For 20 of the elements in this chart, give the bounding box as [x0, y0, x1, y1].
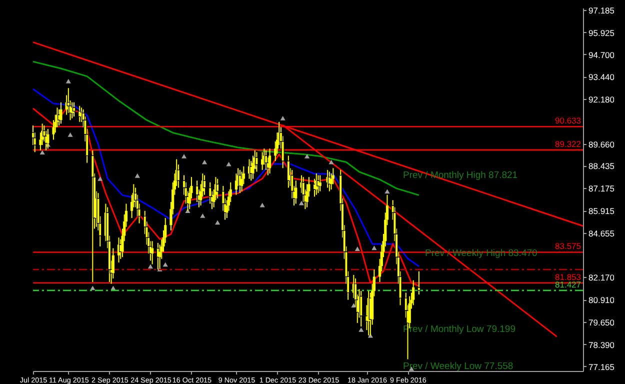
- y-tick-label: 95.925: [588, 28, 615, 38]
- y-tick-label: 82.170: [588, 272, 615, 283]
- y-tick-label: 79.650: [588, 318, 615, 328]
- ref-line-label: 90.633: [555, 116, 582, 126]
- ref-line-label: 81.853: [555, 272, 582, 282]
- y-tick-label: 93.440: [588, 72, 615, 82]
- y-tick-label: 92.180: [588, 94, 615, 105]
- y-tick-label: 77.165: [588, 362, 615, 372]
- y-tick-label: 80.910: [588, 295, 615, 306]
- y-tick-label: 94.700: [588, 50, 615, 60]
- ref-line-label: 83.575: [555, 241, 582, 252]
- y-tick-label: 88.435: [588, 161, 615, 172]
- y-tick-label: 97.185: [588, 6, 615, 16]
- y-tick-label: 78.390: [588, 340, 615, 350]
- ref-line-label: 89.322: [555, 138, 582, 149]
- annotation: Prev / Weekly Low 77.558: [403, 361, 514, 372]
- y-tick-label: 85.915: [588, 206, 615, 216]
- y-tick-label: 87.175: [588, 184, 615, 194]
- y-tick-label: 84.655: [588, 228, 615, 239]
- y-tick-label: 89.660: [588, 139, 615, 150]
